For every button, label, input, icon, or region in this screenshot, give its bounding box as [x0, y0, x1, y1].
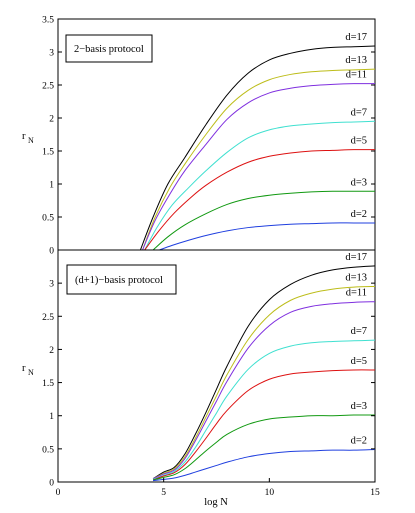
legend-box-bottom	[66, 264, 177, 295]
curve-labels-top: d=17 d=13 d=11 d=7 d=5 d=3 d=2	[345, 32, 367, 220]
panel-bottom: 00.511.522.53 0 5 10 15 d=17d=13d=11d=7d=5d…	[22, 249, 380, 508]
series-label-d-2: d=2	[351, 436, 367, 447]
ylabel-top-main: r	[22, 131, 26, 142]
series-label-d-11: d=11	[346, 70, 367, 81]
series-label-d-5: d=5	[351, 136, 367, 147]
legend-box-top	[65, 34, 153, 63]
panel-top: 00.511.522.533.5 d=17d=13d=11d=7d=5d=3d=…	[22, 16, 376, 257]
ytick-label-bottom: 2	[49, 346, 54, 356]
series-label-d-11: d=11	[346, 288, 367, 299]
plot-frame-bottom	[57, 249, 376, 483]
xticks-bottom: 0 5 10 15	[56, 478, 380, 498]
ylabel-bottom: r N	[22, 363, 34, 377]
xlabel-bottom: log N	[204, 497, 228, 508]
series-line-d-11	[152, 301, 376, 480]
series-label-d-17: d=17	[345, 32, 367, 43]
xtick-label-bottom: 0	[56, 488, 61, 498]
series-label-d-13: d=13	[345, 272, 367, 283]
series-label-d-7: d=7	[351, 326, 367, 337]
series-line-d-13	[142, 68, 376, 251]
ytick-label-top: 2	[49, 115, 54, 125]
ytick-label-bottom: 2.5	[42, 313, 54, 323]
ytick-label-bottom: 1	[49, 412, 54, 422]
curves-top	[139, 45, 376, 251]
ytick-label-bottom: 0.5	[42, 445, 54, 455]
series-line-d-7	[144, 120, 376, 251]
series-line-d-17	[152, 265, 376, 480]
series-label-d-2: d=2	[351, 209, 367, 220]
ylabel-top-sub: N	[28, 136, 34, 145]
legend-title-bottom: (d+1)−basis protocol	[75, 275, 163, 286]
yticks-bottom: 0 0.5 1 1.5 2 2.5 3	[42, 280, 375, 489]
xtick-label-bottom: 10	[265, 488, 275, 498]
ytick-label-top: 3.5	[42, 16, 54, 26]
legend-title-top: 2−basis protocol	[74, 44, 144, 55]
series-line-d-5	[152, 369, 376, 481]
series-line-d-2	[153, 449, 376, 482]
series-line-d-3	[152, 190, 375, 251]
series-label-d-17: d=17	[345, 252, 367, 263]
ytick-label-bottom: 0	[49, 479, 54, 489]
xtick-label-bottom: 5	[161, 488, 166, 498]
ytick-label-top: 3	[49, 49, 54, 59]
series-line-d-13	[152, 285, 376, 480]
ytick-label-bottom: 3	[49, 280, 54, 290]
ytick-label-top: 1	[49, 181, 54, 191]
ytick-label-top: 2.5	[42, 82, 54, 92]
ylabel-bottom-sub: N	[28, 368, 34, 377]
series-line-d-7	[152, 339, 376, 480]
ytick-label-bottom: 1.5	[42, 379, 54, 389]
series-line-d-17	[139, 45, 376, 251]
ytick-label-top: 0	[49, 247, 54, 257]
ytick-label-top: 1.5	[42, 148, 54, 158]
series-line-d-2	[159, 222, 375, 251]
ytick-label-top: 0.5	[42, 214, 54, 224]
series-label-d-3: d=3	[351, 401, 367, 412]
series-label-d-3: d=3	[351, 177, 367, 188]
curves-bottom	[152, 265, 376, 482]
series-line-d-11	[142, 83, 376, 251]
series-label-d-13: d=13	[345, 55, 367, 66]
series-line-d-5	[144, 149, 376, 251]
series-label-d-7: d=7	[351, 107, 367, 118]
ylabel-bottom-main: r	[22, 363, 26, 374]
series-label-d-5: d=5	[351, 356, 367, 367]
series-line-d-3	[152, 414, 376, 481]
legend-top: 2−basis protocol	[65, 34, 153, 63]
curve-labels-bottom: d=17 d=13 d=11 d=7 d=5 d=3 d=2	[345, 252, 367, 447]
ylabel-top: r N	[22, 131, 34, 145]
legend-bottom: (d+1)−basis protocol	[66, 264, 177, 295]
xtick-label-bottom: 15	[370, 488, 380, 498]
